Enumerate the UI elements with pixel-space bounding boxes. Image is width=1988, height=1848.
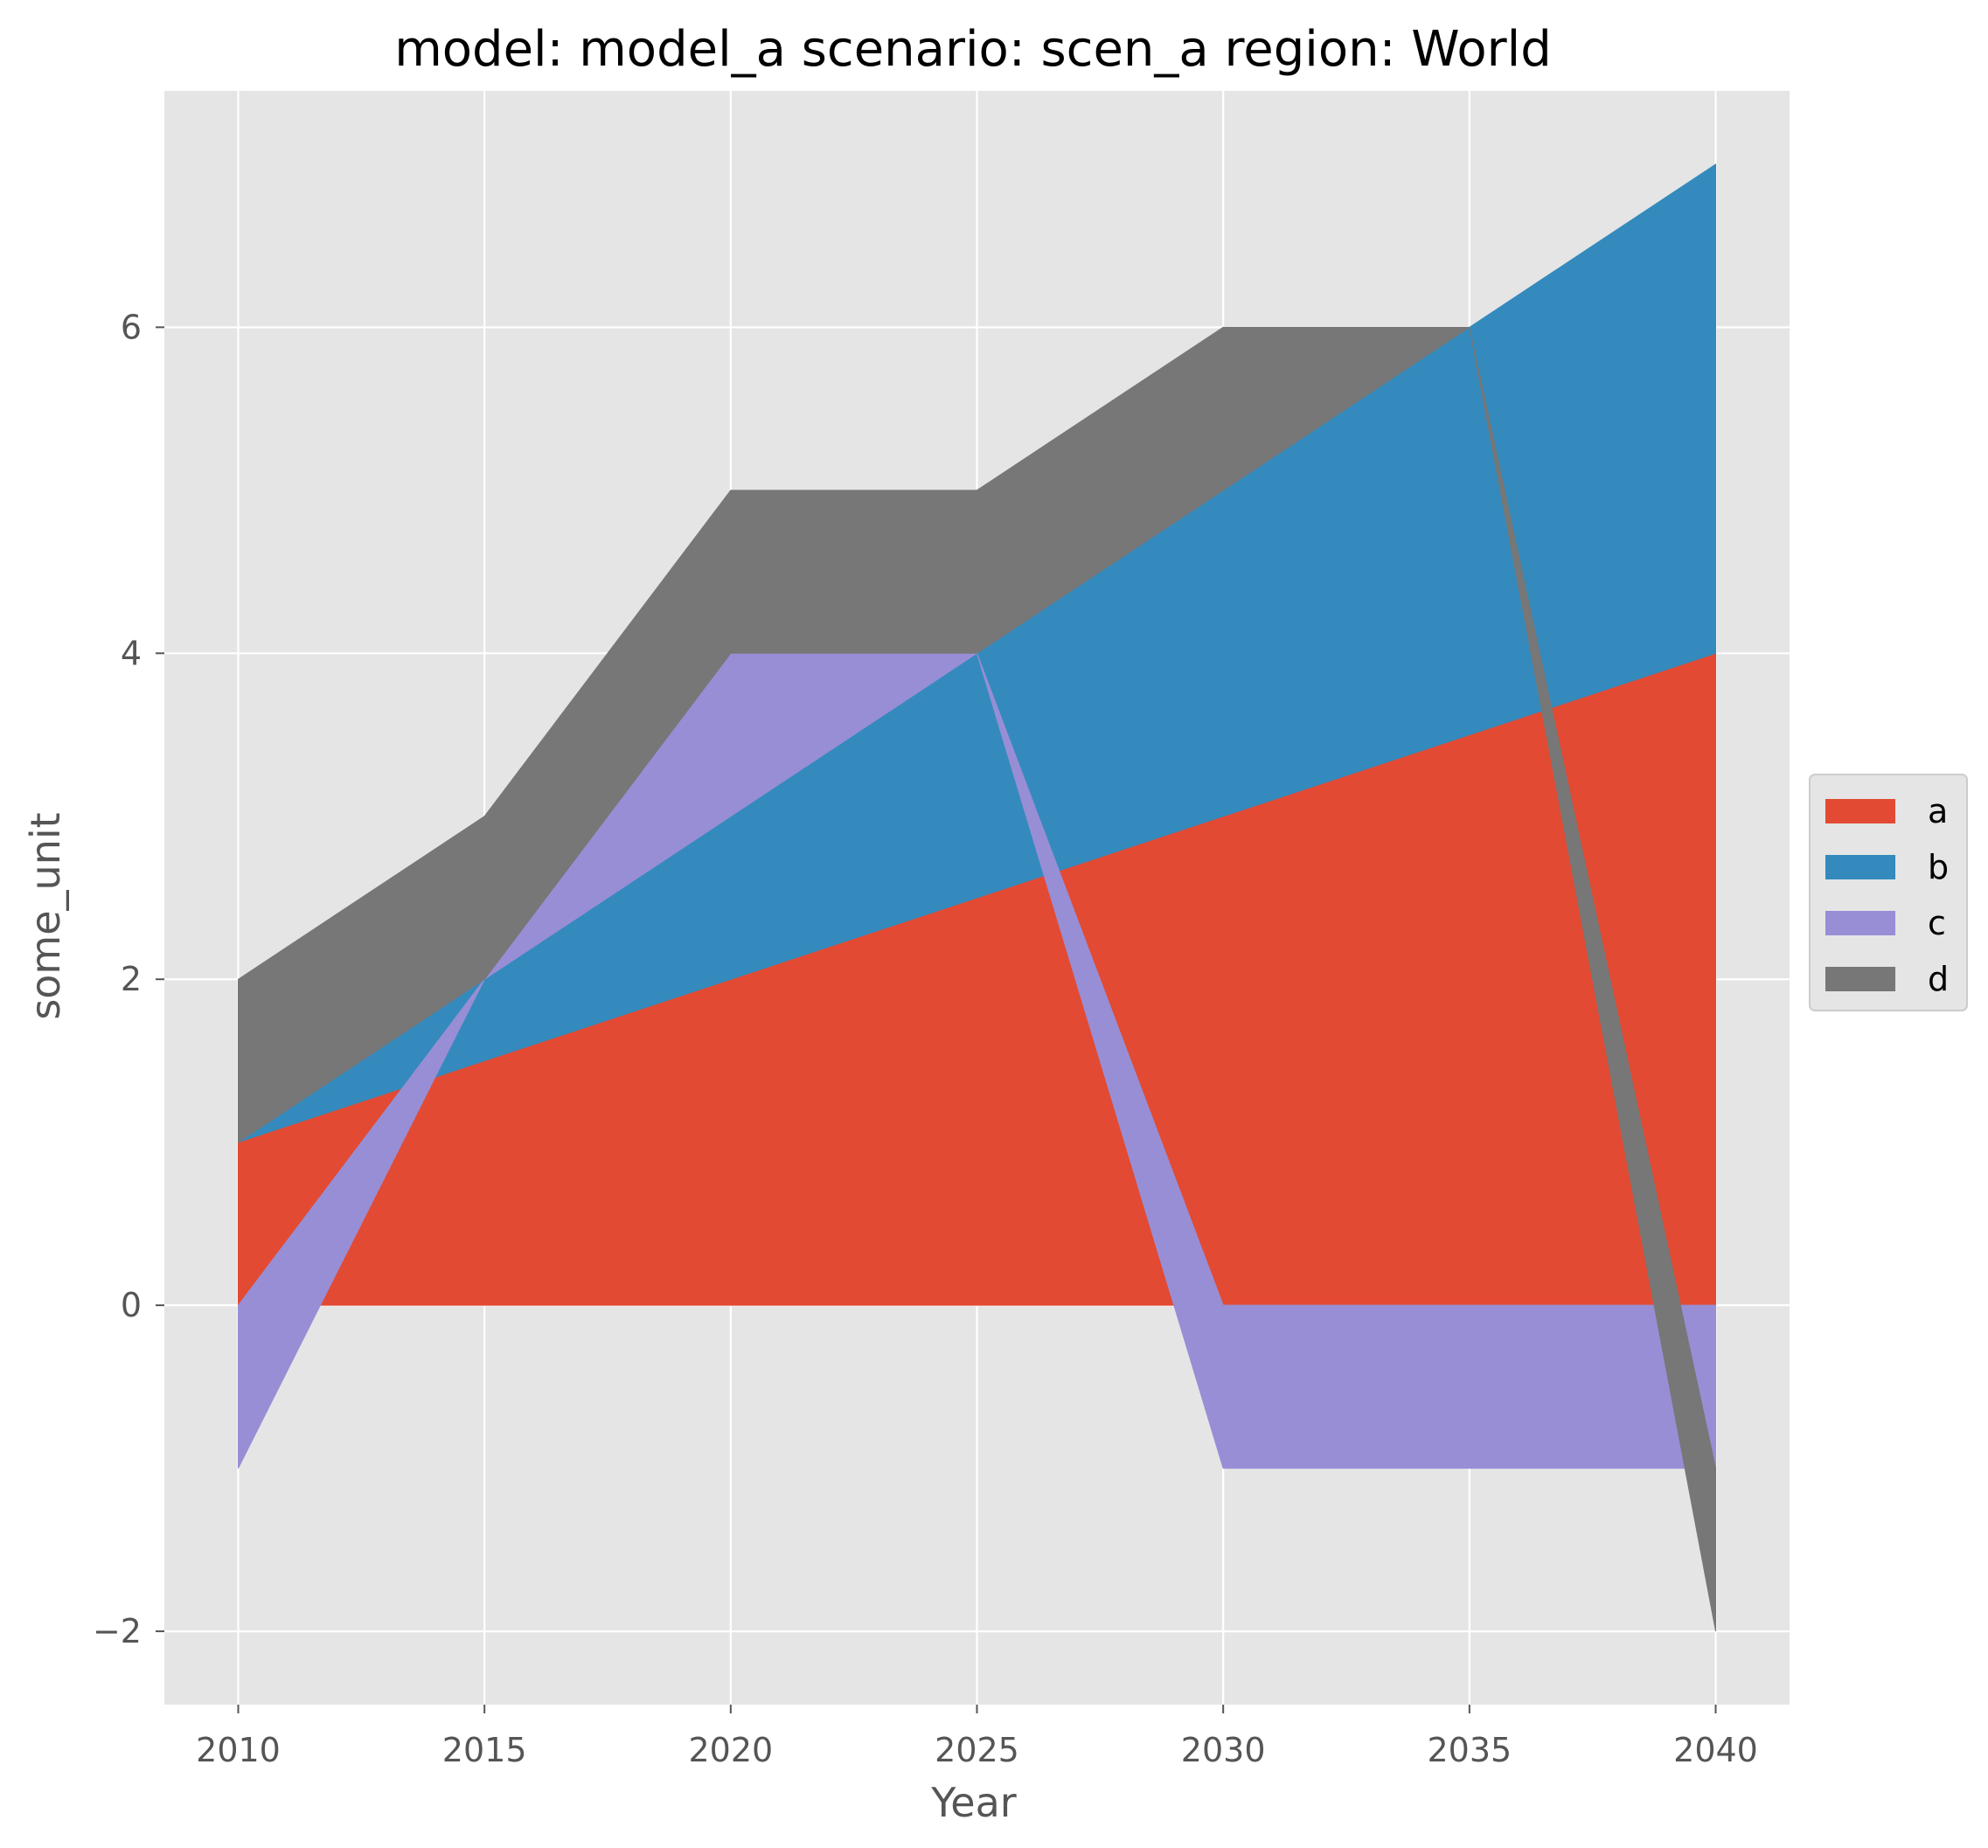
chart-title: model: model_a scenario: scen_a region: … (394, 21, 1552, 78)
legend-swatch-d (1825, 967, 1895, 991)
y-tick-label: 0 (121, 1286, 142, 1324)
y-tick-label: 2 (121, 960, 142, 998)
x-tick-label: 2040 (1673, 1731, 1758, 1769)
legend-label-a: a (1928, 792, 1948, 830)
x-tick-label: 2010 (196, 1731, 281, 1769)
y-axis-ticks: −2 0 2 4 6 (93, 308, 164, 1650)
legend-swatch-c (1825, 911, 1895, 935)
x-tick-label: 2025 (935, 1731, 1019, 1769)
x-tick-label: 2015 (442, 1731, 527, 1769)
legend-label-b: b (1928, 848, 1949, 886)
x-axis-ticks: 2010 2015 2020 2025 2030 2035 2040 (196, 1705, 1758, 1769)
legend-swatch-a (1825, 799, 1895, 823)
legend-swatch-b (1825, 855, 1895, 879)
y-tick-label: 4 (121, 634, 142, 672)
x-axis-label: Year (930, 1779, 1016, 1826)
x-tick-label: 2035 (1427, 1731, 1512, 1769)
y-axis-label: some_unit (22, 812, 69, 1019)
y-tick-label: −2 (93, 1612, 142, 1650)
area-series-group (238, 163, 1716, 1632)
x-tick-label: 2020 (688, 1731, 773, 1769)
area-series-d (238, 326, 1716, 1632)
x-tick-label: 2030 (1181, 1731, 1266, 1769)
legend-label-c: c (1928, 904, 1946, 942)
legend-label-d: d (1928, 960, 1949, 998)
y-tick-label: 6 (121, 308, 142, 346)
legend-box (1809, 774, 1968, 1011)
